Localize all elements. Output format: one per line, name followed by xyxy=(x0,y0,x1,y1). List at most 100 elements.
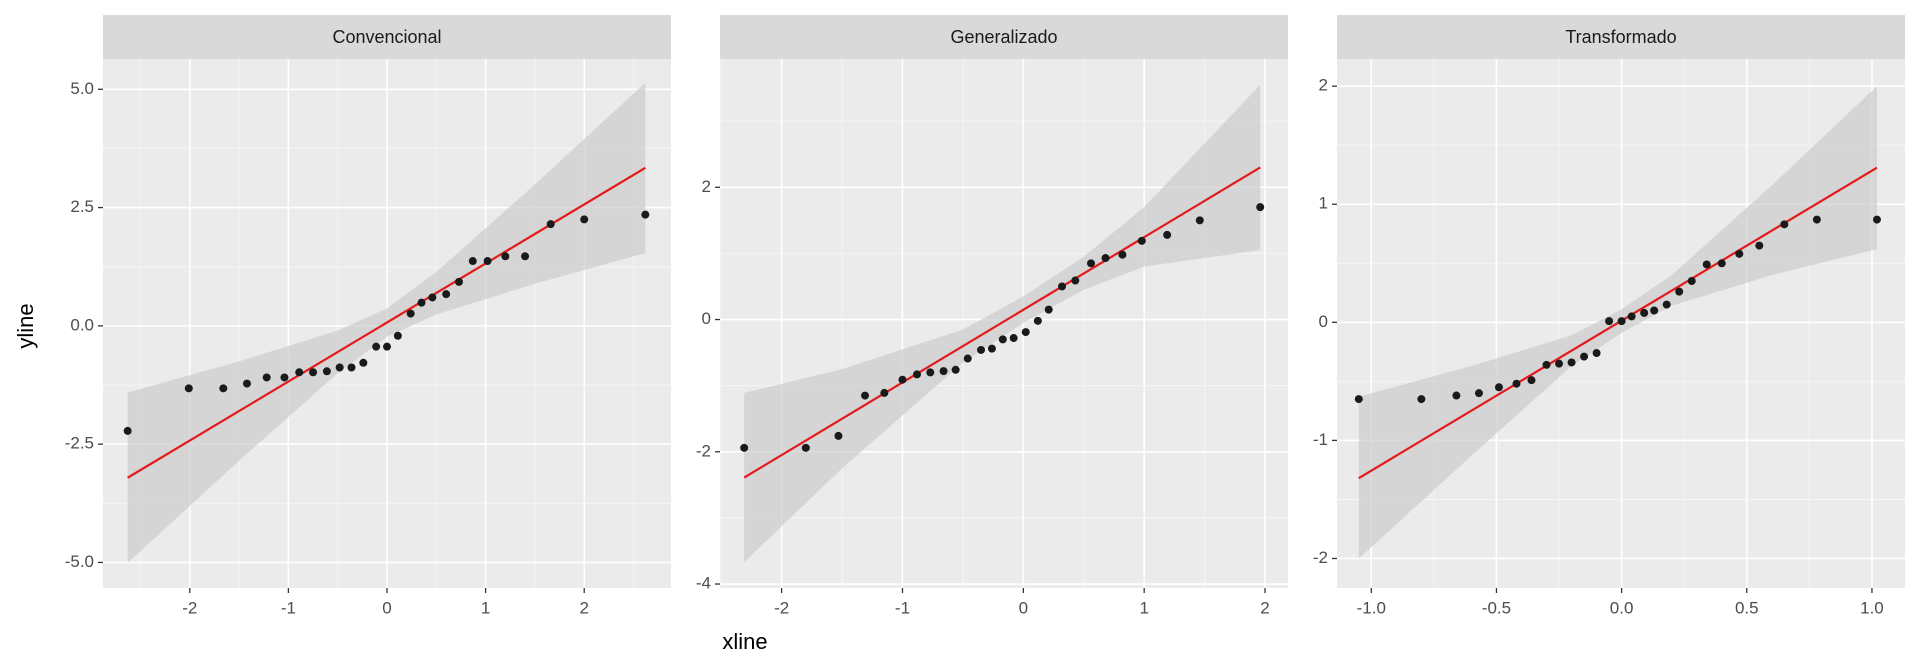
point xyxy=(1735,249,1744,258)
y-tick-label: -4 xyxy=(696,574,711,593)
point xyxy=(347,363,356,372)
reference-line xyxy=(127,166,646,479)
point xyxy=(1812,215,1821,224)
panel-title: Convencional xyxy=(332,27,441,47)
point xyxy=(184,384,193,393)
point xyxy=(1627,312,1636,321)
point xyxy=(1617,317,1626,326)
point xyxy=(987,344,996,353)
point xyxy=(1163,230,1172,239)
x-tick-label: 1 xyxy=(481,598,490,617)
y-tick-label: 5.0 xyxy=(70,79,94,98)
point xyxy=(1256,203,1265,212)
point xyxy=(428,293,437,302)
y-tick-label: 1 xyxy=(1319,194,1328,213)
x-tick-label: 2 xyxy=(1260,598,1269,617)
x-tick-label: -2 xyxy=(774,598,789,617)
y-tick-label: -1 xyxy=(1313,430,1328,449)
point xyxy=(939,367,948,376)
point xyxy=(546,220,555,229)
point xyxy=(898,375,907,384)
point xyxy=(393,331,402,340)
point xyxy=(1452,391,1461,400)
point xyxy=(1542,360,1551,369)
x-tick-label: 1.0 xyxy=(1860,598,1884,617)
point xyxy=(963,354,972,363)
point xyxy=(219,384,228,393)
strip xyxy=(1337,15,1905,59)
point xyxy=(1662,300,1671,309)
point xyxy=(1101,254,1110,263)
point xyxy=(834,431,843,440)
y-tick-label: 2.5 xyxy=(70,197,94,216)
strip xyxy=(103,15,671,59)
y-tick-label: 0 xyxy=(1319,312,1328,331)
x-tick-label: -1 xyxy=(281,598,296,617)
point xyxy=(1872,215,1881,224)
point xyxy=(1044,305,1053,314)
point xyxy=(322,367,331,376)
point xyxy=(801,443,810,452)
point xyxy=(740,443,749,452)
point xyxy=(1058,282,1067,291)
point xyxy=(1195,216,1204,225)
strip xyxy=(720,15,1288,59)
y-tick-label: -2 xyxy=(696,441,711,460)
x-tick-label: 2 xyxy=(579,598,588,617)
point xyxy=(1512,379,1521,388)
point xyxy=(1580,352,1589,361)
point xyxy=(1717,259,1726,268)
point xyxy=(1702,260,1711,269)
x-tick-label: -2 xyxy=(182,598,197,617)
point xyxy=(1354,395,1363,404)
point xyxy=(442,290,451,299)
point xyxy=(1033,316,1042,325)
y-tick-label: 0 xyxy=(702,309,711,328)
x-tick-label: -0.5 xyxy=(1482,598,1511,617)
point xyxy=(1494,383,1503,392)
y-tick-label: -2 xyxy=(1313,548,1328,567)
point xyxy=(295,368,304,377)
point xyxy=(468,257,477,266)
y-tick-label: -2.5 xyxy=(65,434,94,453)
point xyxy=(1137,236,1146,245)
y-axis-title: yline xyxy=(13,303,38,348)
point xyxy=(372,342,381,351)
point xyxy=(242,379,251,388)
point xyxy=(1118,250,1127,259)
x-axis-title: xline xyxy=(722,629,767,654)
point xyxy=(1087,259,1096,268)
point xyxy=(641,210,650,219)
point xyxy=(383,342,391,351)
point xyxy=(1567,358,1576,367)
y-tick-label: 0.0 xyxy=(70,315,94,334)
point xyxy=(123,426,132,435)
x-tick-label: 0.5 xyxy=(1735,598,1759,617)
panel-title: Generalizado xyxy=(950,27,1057,47)
point xyxy=(912,370,921,379)
x-tick-label: 1 xyxy=(1139,598,1148,617)
point xyxy=(1675,287,1684,296)
point xyxy=(1650,306,1659,315)
x-tick-label: -1 xyxy=(895,598,910,617)
point xyxy=(1555,359,1564,368)
x-tick-label: 0 xyxy=(1019,598,1028,617)
point xyxy=(335,363,344,372)
reference-line xyxy=(1358,166,1878,480)
point xyxy=(880,388,889,397)
y-tick-label: -5.0 xyxy=(65,552,94,571)
point xyxy=(454,277,463,286)
point xyxy=(951,365,960,374)
point xyxy=(483,257,492,266)
x-tick-label: 0.0 xyxy=(1610,598,1634,617)
point xyxy=(1527,376,1536,385)
point xyxy=(861,391,870,400)
point xyxy=(521,252,530,261)
point xyxy=(1640,308,1649,317)
point xyxy=(926,368,935,377)
reference-line xyxy=(743,166,1261,479)
point xyxy=(309,368,318,377)
point xyxy=(1780,220,1789,229)
point xyxy=(1687,276,1696,285)
